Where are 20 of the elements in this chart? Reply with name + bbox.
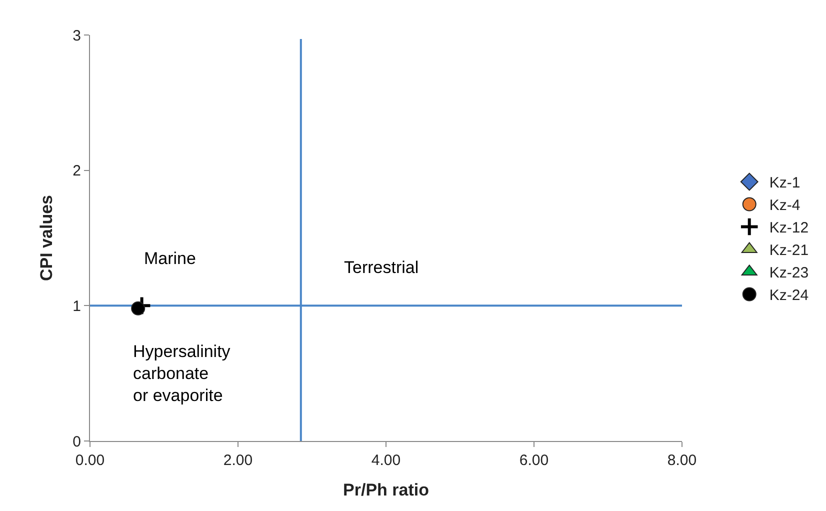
legend-label: Kz-12 [769, 220, 809, 237]
x-tick-label: 4.00 [371, 452, 401, 469]
x-tick-label: 8.00 [667, 452, 697, 469]
legend-label: Kz-21 [769, 242, 809, 260]
annotation: Hypersalinity carbonate or evaporite [133, 342, 231, 406]
x-axis-title: Pr/Ph ratio [343, 480, 429, 500]
y-tick-label: 0 [72, 433, 81, 450]
legend-label: Kz-1 [769, 174, 800, 192]
y-axis-title: CPI values [37, 195, 56, 281]
legend-label: Kz-4 [769, 197, 800, 214]
annotation: Marine [144, 249, 196, 268]
x-tick-label: 6.00 [519, 452, 549, 469]
y-tick-label: 1 [72, 298, 81, 315]
legend-label: Kz-24 [769, 287, 809, 304]
x-tick-label: 2.00 [223, 452, 253, 469]
y-tick-label: 2 [72, 162, 81, 180]
y-tick-label: 3 [72, 27, 81, 44]
x-tick-label: 0.00 [75, 452, 105, 469]
annotation: Terrestrial [344, 258, 419, 277]
legend-label: Kz-23 [769, 264, 809, 282]
